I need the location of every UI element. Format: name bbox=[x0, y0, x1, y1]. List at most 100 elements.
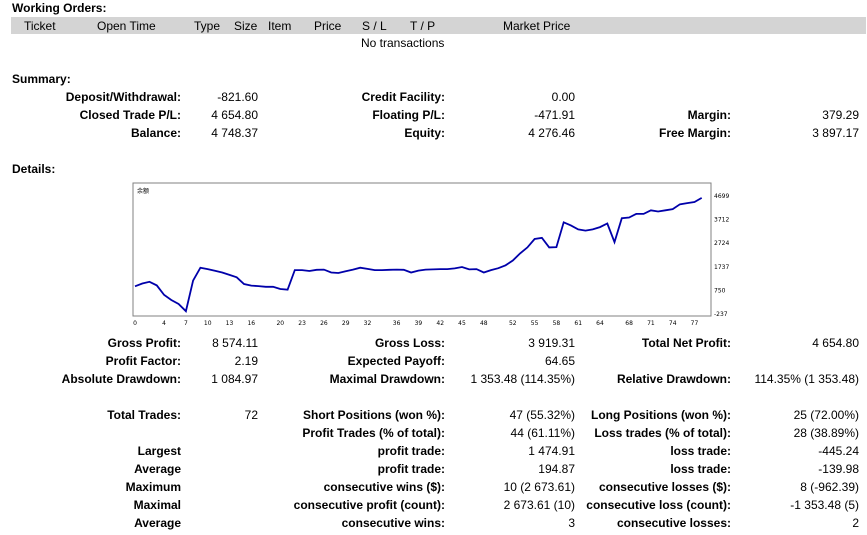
stat-value-3: 2 bbox=[852, 516, 859, 530]
stat-label-3: Loss trades (% of total): bbox=[594, 426, 731, 440]
stat-label-3: consecutive losses ($): bbox=[598, 480, 731, 494]
y-tick-label: 2724 bbox=[714, 240, 729, 247]
column-size[interactable]: Size bbox=[234, 19, 258, 33]
y-tick-label: -237 bbox=[714, 311, 728, 318]
stat-label-1: Largest bbox=[137, 444, 181, 458]
stat-value-1: -821.60 bbox=[217, 90, 258, 104]
stat-value-1: 1 084.97 bbox=[211, 372, 258, 386]
column-price[interactable]: Price bbox=[314, 19, 342, 33]
x-axis: 0 4 7 10 13 16 20 23 26 29 32 36 39 42 45 48 52 55 58 61 64 6… bbox=[133, 320, 698, 327]
stat-value-2: 0.00 bbox=[551, 90, 575, 104]
x-tick-label: 36 bbox=[393, 320, 401, 327]
stat-value-1: 4 748.37 bbox=[211, 126, 258, 140]
stat-value-3: 4 654.80 bbox=[812, 336, 859, 350]
no-transactions-text: No transactions bbox=[361, 36, 445, 50]
stat-value-3: 25 (72.00%) bbox=[793, 408, 859, 422]
stat-label-2: profit trade: bbox=[377, 444, 445, 458]
stat-label-2: Gross Loss: bbox=[374, 336, 445, 350]
stat-value-2: 4 276.46 bbox=[528, 126, 575, 140]
balance-series-line bbox=[134, 197, 703, 313]
x-tick-label: 42 bbox=[436, 320, 444, 327]
column-market-price[interactable]: Market Price bbox=[503, 19, 571, 33]
x-tick-label: 55 bbox=[531, 320, 539, 327]
stat-label-2: Expected Payoff: bbox=[347, 354, 445, 368]
x-tick-label: 4 bbox=[162, 320, 166, 327]
x-tick-label: 52 bbox=[509, 320, 517, 327]
stat-label-3: Relative Drawdown: bbox=[616, 372, 731, 386]
stat-value-3: 379.29 bbox=[822, 108, 859, 122]
stat-value-1: 8 574.11 bbox=[212, 336, 258, 350]
y-tick-label: 4699 bbox=[714, 193, 729, 200]
chart-title: 余额 bbox=[137, 187, 149, 195]
x-tick-label: 77 bbox=[691, 320, 699, 327]
stat-value-1: 72 bbox=[244, 408, 258, 422]
stat-value-2: 64.65 bbox=[544, 354, 575, 368]
column-item[interactable]: Item bbox=[268, 19, 292, 33]
stat-value-1: 4 654.80 bbox=[211, 108, 258, 122]
x-tick-label: 32 bbox=[364, 320, 372, 327]
stat-value-2: 3 919.31 bbox=[528, 336, 575, 350]
x-tick-label: 64 bbox=[596, 320, 604, 327]
stat-value-3: -1 353.48 (5) bbox=[790, 498, 859, 512]
stat-label-1: Average bbox=[134, 462, 181, 476]
x-tick-label: 74 bbox=[669, 320, 677, 327]
stat-label-1: Profit Factor: bbox=[105, 354, 181, 368]
x-tick-label: 20 bbox=[276, 320, 284, 327]
stat-value-2: 1 474.91 bbox=[528, 444, 575, 458]
stat-label-3: loss trade: bbox=[670, 444, 731, 458]
stat-label-2: profit trade: bbox=[377, 462, 445, 476]
stat-label-2: Short Positions (won %): bbox=[303, 408, 445, 422]
stat-value-3: 28 (38.89%) bbox=[793, 426, 859, 440]
stat-value-2: 44 (61.11%) bbox=[510, 426, 575, 440]
x-tick-label: 10 bbox=[204, 320, 212, 327]
stat-label-3: Long Positions (won %): bbox=[591, 408, 731, 422]
stat-value-2: 10 (2 673.61) bbox=[503, 480, 575, 494]
column-open-time[interactable]: Open Time bbox=[97, 19, 156, 33]
column-type[interactable]: Type bbox=[194, 19, 221, 33]
stat-label-3: Margin: bbox=[687, 108, 731, 122]
stat-value-2: 47 (55.32%) bbox=[509, 408, 575, 422]
stat-label-1: Maximal bbox=[133, 498, 181, 512]
stat-value-3: -445.24 bbox=[818, 444, 859, 458]
balance-chart-svg: 余额 0 4 7 10 13 16 20 23 26 29 32 36 39 42 45 48 52 55 58 61… bbox=[132, 182, 729, 327]
x-tick-label: 7 bbox=[184, 320, 188, 327]
x-tick-label: 13 bbox=[226, 320, 234, 327]
stat-label-1: Closed Trade P/L: bbox=[79, 108, 181, 122]
column-stop-loss[interactable]: S / L bbox=[362, 19, 387, 33]
stat-label-2: consecutive wins ($): bbox=[323, 480, 445, 494]
chart-frame bbox=[132, 182, 712, 317]
y-tick-label: 750 bbox=[714, 287, 726, 294]
stat-label-2: Floating P/L: bbox=[372, 108, 445, 122]
stat-value-3: -139.98 bbox=[818, 462, 859, 476]
x-tick-label: 26 bbox=[320, 320, 328, 327]
stat-value-2: 2 673.61 (10) bbox=[503, 498, 575, 512]
stat-label-3: consecutive losses: bbox=[616, 516, 731, 530]
stat-label-1: Gross Profit: bbox=[107, 336, 181, 350]
stat-value-2: 194.87 bbox=[538, 462, 575, 476]
stat-value-2: 3 bbox=[568, 516, 575, 530]
column-ticket[interactable]: Ticket bbox=[24, 19, 56, 33]
stat-label-2: consecutive wins: bbox=[341, 516, 445, 530]
x-tick-label: 61 bbox=[574, 320, 582, 327]
y-axis: 4699 3712 2724 1737 750 -237 bbox=[714, 193, 729, 318]
stat-label-1: Maximum bbox=[125, 480, 181, 494]
stat-value-3: 114.35% (1 353.48) bbox=[754, 372, 859, 386]
working-orders-title: Working Orders: bbox=[12, 1, 107, 15]
stat-label-3: Total Net Profit: bbox=[641, 336, 731, 350]
x-tick-label: 16 bbox=[247, 320, 255, 327]
orders-header-bar bbox=[11, 17, 866, 34]
column-take-profit[interactable]: T / P bbox=[410, 19, 436, 33]
x-tick-label: 23 bbox=[298, 320, 306, 327]
stat-label-3: loss trade: bbox=[670, 462, 731, 476]
x-tick-label: 48 bbox=[480, 320, 488, 327]
stat-label-1: Average bbox=[134, 516, 181, 530]
x-tick-label: 71 bbox=[647, 320, 655, 327]
stat-value-3: 3 897.17 bbox=[812, 126, 859, 140]
stat-label-2: consecutive profit (count): bbox=[293, 498, 445, 512]
stat-label-2: Credit Facility: bbox=[361, 90, 445, 104]
x-tick-label: 58 bbox=[553, 320, 561, 327]
x-tick-label: 29 bbox=[342, 320, 350, 327]
y-tick-label: 1737 bbox=[714, 264, 729, 271]
stat-label-2: Maximal Drawdown: bbox=[329, 372, 445, 386]
stat-label-3: consecutive loss (count): bbox=[586, 498, 731, 512]
